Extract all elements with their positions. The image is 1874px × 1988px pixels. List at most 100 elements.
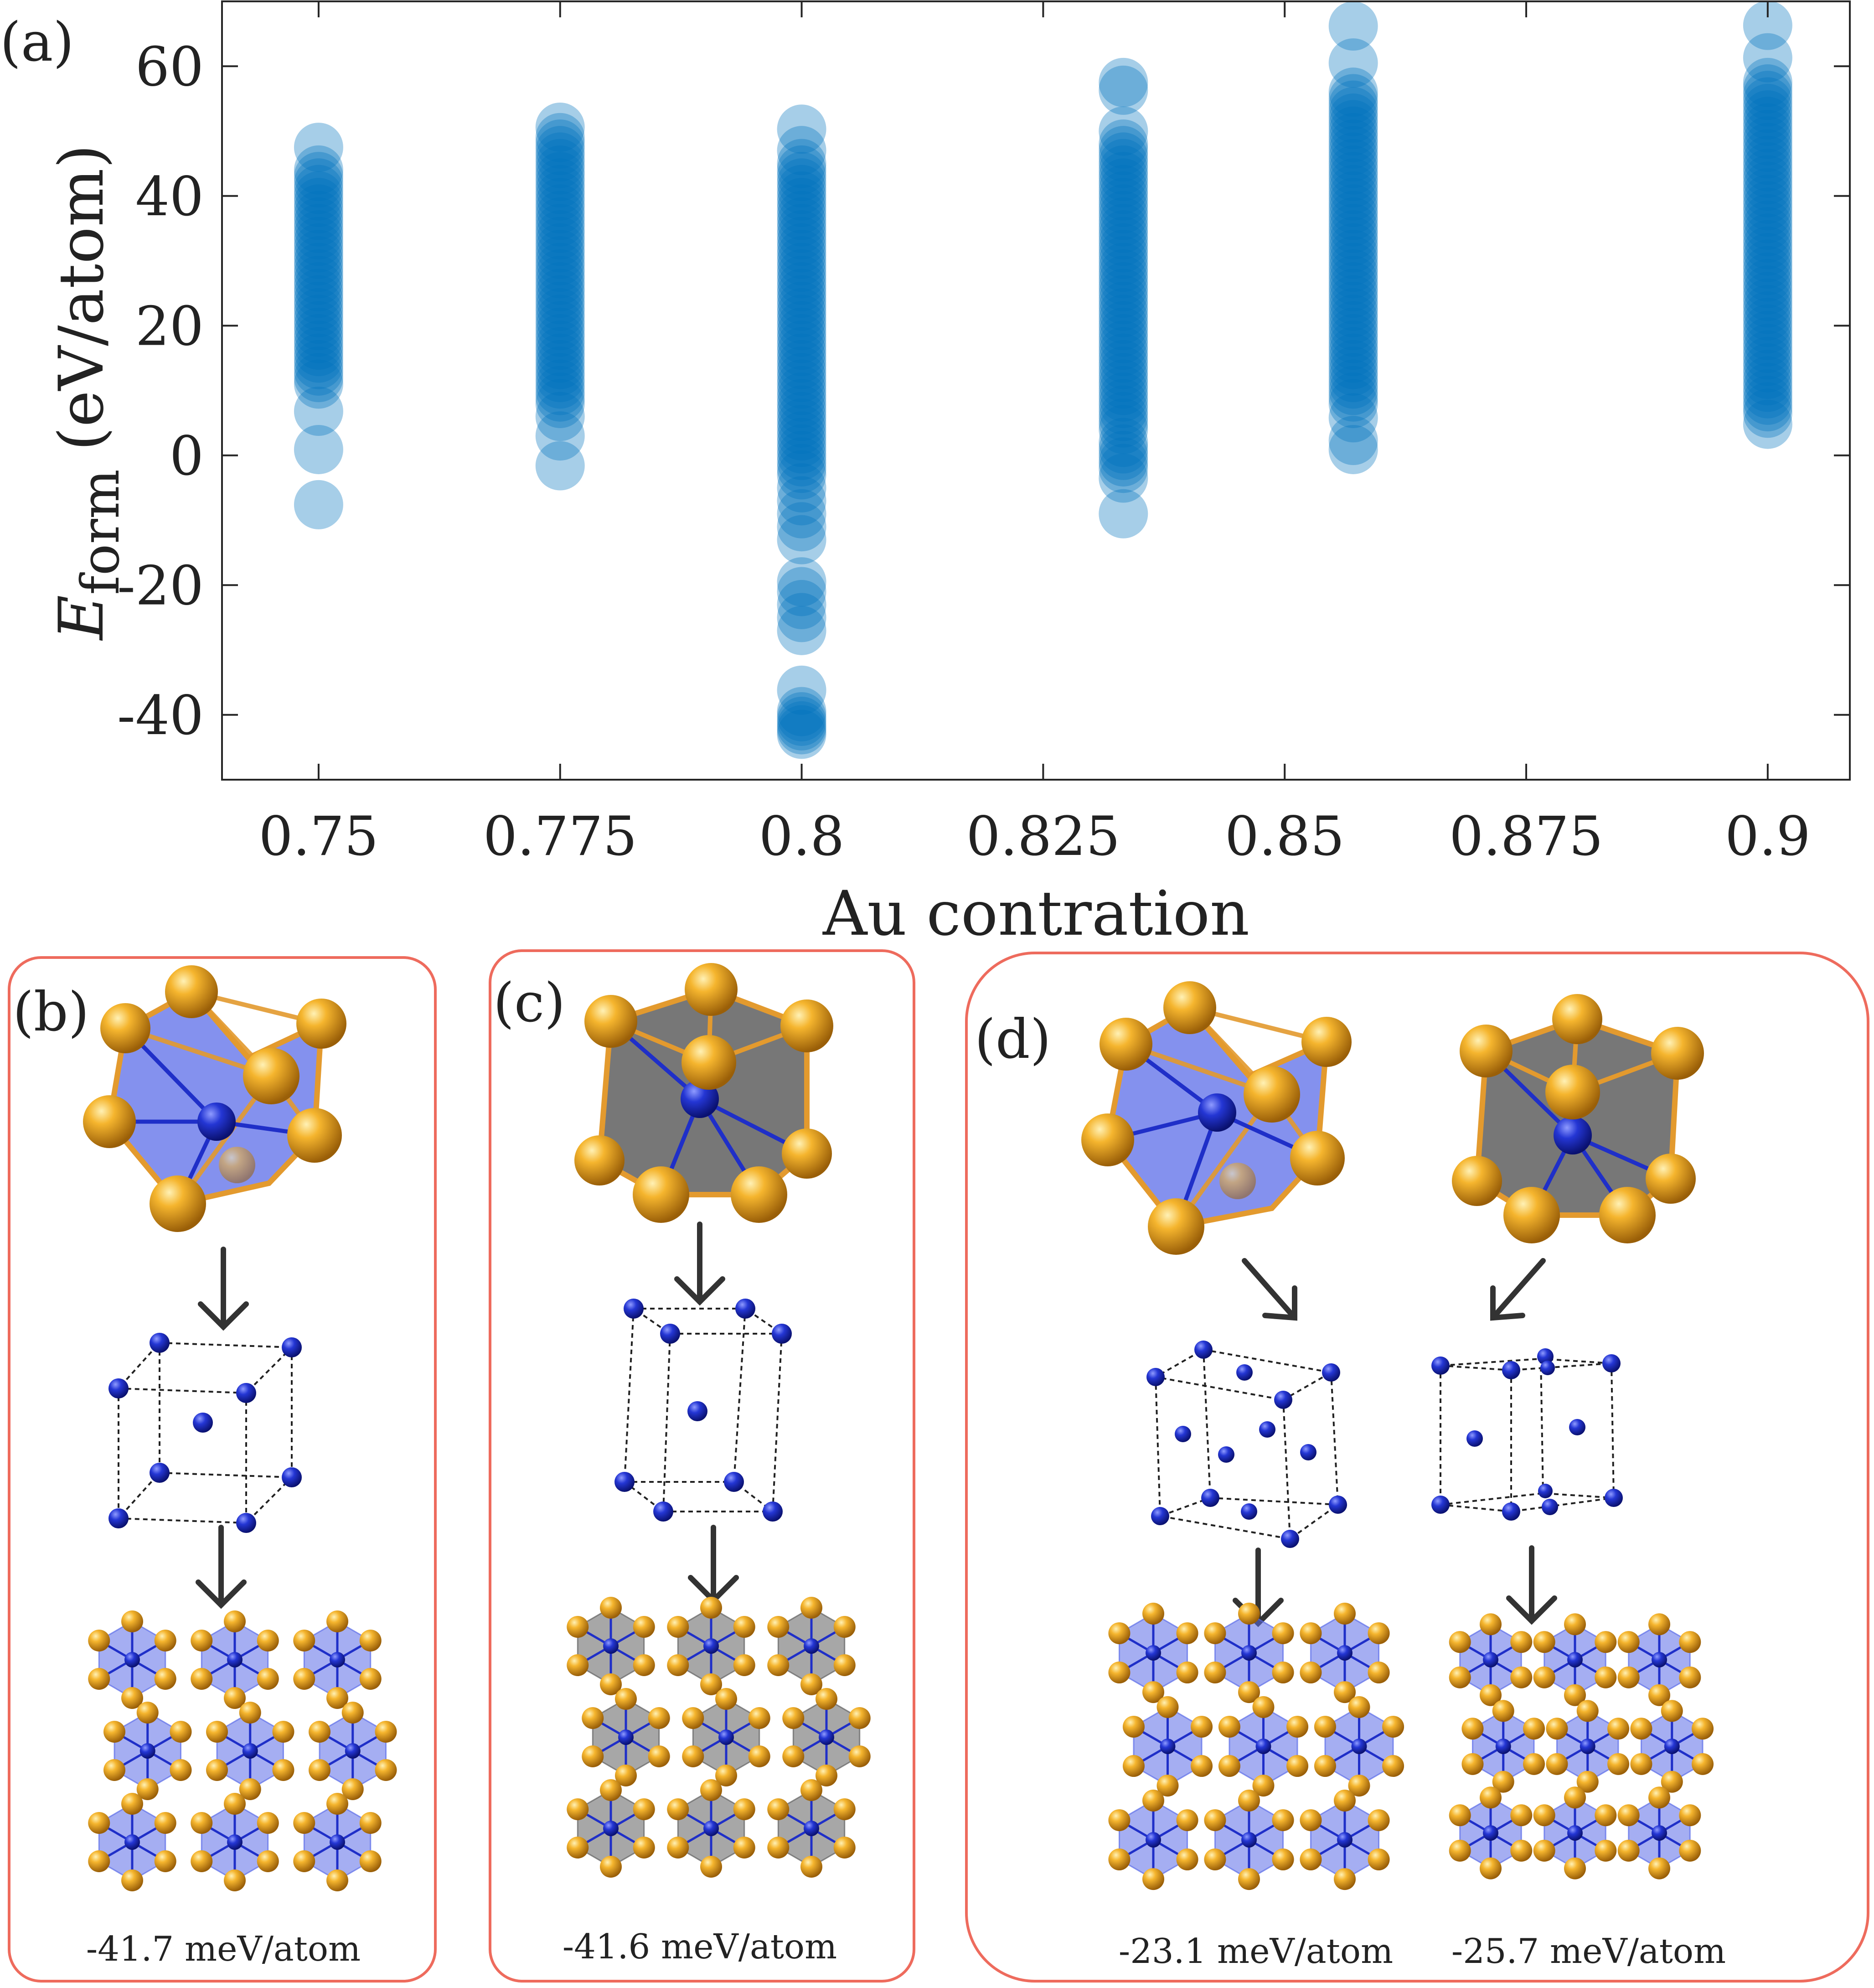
au-atom	[1368, 1809, 1390, 1831]
scatter-point	[294, 281, 343, 331]
scatter-point	[1328, 38, 1378, 88]
au-atom	[1449, 1666, 1471, 1688]
au-atom	[1272, 1662, 1294, 1684]
x-tick-label: 0.875	[1449, 805, 1603, 868]
au-atom	[359, 1630, 382, 1651]
au-atom	[272, 1721, 294, 1743]
scatter-point	[1328, 281, 1378, 331]
au-atom	[1314, 1755, 1336, 1777]
x-tick-label: 0.8	[759, 805, 845, 868]
scatter-point	[1099, 152, 1148, 202]
scatter-point	[294, 346, 343, 396]
au-atom	[359, 1668, 382, 1690]
arrow-down-icon	[688, 1525, 739, 1605]
panel-d: (d)	[965, 952, 1869, 1983]
scatter-point	[294, 425, 343, 474]
x-atom	[242, 1743, 258, 1759]
au-atom	[1492, 1771, 1514, 1793]
au-atom	[1334, 1868, 1356, 1890]
scatter-point	[1328, 416, 1378, 466]
scatter-point	[535, 113, 585, 162]
scatter-point	[1099, 424, 1148, 474]
scatter-point	[1328, 340, 1378, 389]
scatter-point	[777, 567, 826, 616]
scatter-point	[1099, 418, 1148, 467]
au-atom	[206, 1759, 228, 1781]
scatter-point	[1099, 197, 1148, 247]
scatter-point	[1328, 139, 1378, 188]
scatter-point	[1328, 249, 1378, 299]
scatter-point	[535, 288, 585, 337]
scatter-point	[1743, 161, 1792, 211]
x-atom	[227, 1834, 243, 1850]
scatter-point	[1328, 217, 1378, 266]
x-tick-label: 0.825	[966, 805, 1120, 868]
au-atom	[748, 1707, 770, 1729]
scatter-point	[1099, 217, 1148, 266]
au-atom	[293, 1812, 315, 1834]
scatter-point	[1328, 359, 1378, 409]
scatter-point	[777, 696, 826, 746]
scatter-point	[1328, 307, 1378, 357]
au-atom	[1533, 1839, 1555, 1862]
x-tick-label: 0.9	[1725, 805, 1811, 868]
au-atom	[257, 1630, 279, 1651]
scatter-point	[1328, 255, 1378, 305]
scatter-point	[777, 269, 826, 318]
au-atom	[567, 1616, 589, 1638]
crystal-structure-d-left	[1108, 1602, 1404, 1890]
scatter-point	[294, 340, 343, 389]
scatter-point	[1743, 298, 1792, 347]
x-atom	[804, 1821, 819, 1836]
scatter-point	[535, 378, 585, 428]
au-atom	[1480, 1684, 1502, 1706]
au-atom	[1480, 1613, 1502, 1636]
x-atom	[1146, 1832, 1161, 1848]
au-atom	[191, 1850, 213, 1872]
scatter-point	[1743, 83, 1792, 133]
au-atom	[648, 1745, 670, 1767]
center-atom	[1554, 1116, 1592, 1154]
scatter-point	[535, 333, 585, 383]
scatter-point	[1328, 229, 1378, 279]
au-atom	[800, 1856, 822, 1878]
x-atom	[618, 1729, 634, 1745]
crystal-structure-d-right	[1449, 1613, 1714, 1879]
au-atom	[1679, 1666, 1701, 1688]
au-atom	[191, 1812, 213, 1834]
scatter-point	[1743, 285, 1792, 334]
scatter-point	[1328, 275, 1378, 325]
au-atom	[1510, 1804, 1533, 1827]
scatter-point	[777, 489, 826, 538]
au-atom	[1648, 1786, 1670, 1809]
scatter-point	[294, 152, 343, 202]
au-atom	[816, 1765, 837, 1786]
panel-d-energy-left: -23.1 meV/atom	[1119, 1931, 1393, 1971]
scatter-point	[777, 255, 826, 305]
scatter-point	[535, 262, 585, 311]
scatter-point	[1099, 119, 1148, 169]
panel-a: (a) 0.75 0.775 0.8 0.825 0.85 0.875 0.9 -40 -20…	[0, 0, 1851, 949]
scatter-point	[1743, 233, 1792, 282]
scatter-point	[777, 171, 826, 221]
x-atom	[227, 1652, 243, 1667]
scatter-point	[1328, 158, 1378, 208]
scatter-point	[1743, 220, 1792, 269]
arrow-diagonal-icon	[1490, 1258, 1546, 1321]
au-atom	[767, 1616, 790, 1638]
x-tick-label: 0.85	[1225, 805, 1345, 868]
panel-c-energy: -41.6 meV/atom	[563, 1926, 837, 1967]
scatter-point	[1099, 314, 1148, 363]
scatter-point	[535, 243, 585, 292]
x-atom	[603, 1821, 619, 1836]
au-atom	[103, 1721, 126, 1743]
scatter-point	[1743, 129, 1792, 179]
scatter-point	[1328, 93, 1378, 143]
scatter-point	[1328, 145, 1378, 195]
au-atom	[326, 1687, 348, 1709]
scatter-point	[294, 243, 343, 292]
panel-c-frame	[489, 949, 915, 1983]
au-atom	[154, 1850, 176, 1872]
icosahedral-cluster-d-left	[1081, 981, 1352, 1255]
